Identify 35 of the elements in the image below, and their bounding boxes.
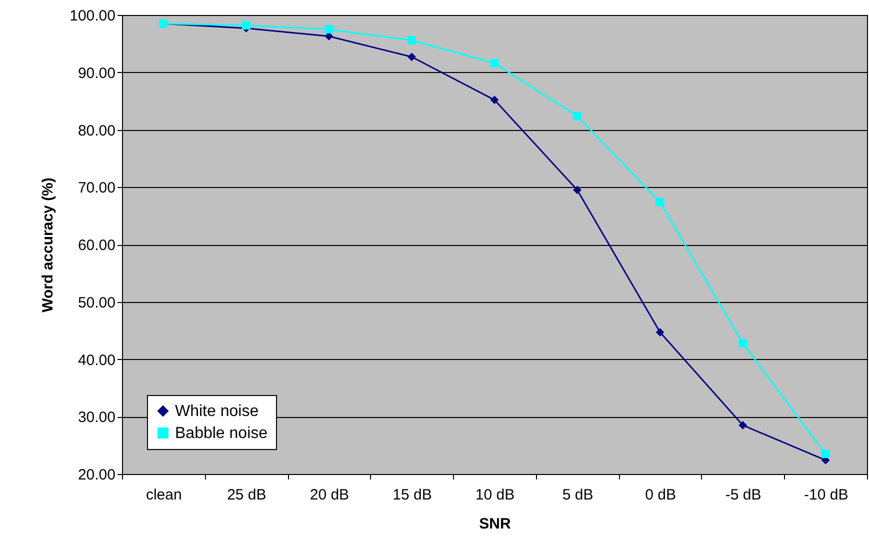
- point: [738, 421, 748, 430]
- point: [408, 52, 416, 62]
- x-tick-label: 0 dB: [645, 486, 676, 504]
- y-tick-label: 40.00: [78, 352, 116, 369]
- y-tick-label: 70.00: [78, 180, 116, 197]
- y-tick-label: 60.00: [78, 237, 116, 254]
- x-tick-label: clean: [146, 486, 182, 504]
- legend-label: Babble noise: [175, 425, 268, 442]
- y-tick-label: 90.00: [78, 64, 116, 82]
- x-axis-title: SNR: [479, 516, 511, 532]
- point: [324, 25, 334, 34]
- legend-label: White noise: [175, 403, 259, 420]
- point: [490, 96, 499, 104]
- point: [656, 198, 664, 206]
- x-tick-label: -10 dB: [804, 486, 848, 504]
- point: [573, 186, 582, 194]
- point: [656, 328, 664, 336]
- x-tick-label: 20 dB: [310, 486, 350, 504]
- y-tick-label: 20.00: [78, 466, 116, 484]
- x-tick-label: 25 dB: [227, 486, 266, 504]
- point: [573, 112, 582, 120]
- y-axis-title: Word accuracy (%): [40, 178, 57, 312]
- point: [408, 36, 416, 44]
- point: [821, 450, 830, 458]
- y-tick-label: 30.00: [78, 409, 116, 426]
- y-tick-label: 80.00: [78, 122, 116, 140]
- x-tick-label: 10 dB: [475, 486, 515, 504]
- y-tick-label: 100.00: [70, 8, 116, 24]
- point: [738, 339, 748, 348]
- x-tick-label: 5 dB: [562, 486, 594, 504]
- x-tick-label: 15 dB: [392, 486, 432, 504]
- point: [490, 59, 499, 68]
- point: [242, 21, 250, 30]
- y-tick-label: 50.00: [78, 294, 116, 312]
- x-tick-label: -5 dB: [725, 486, 762, 504]
